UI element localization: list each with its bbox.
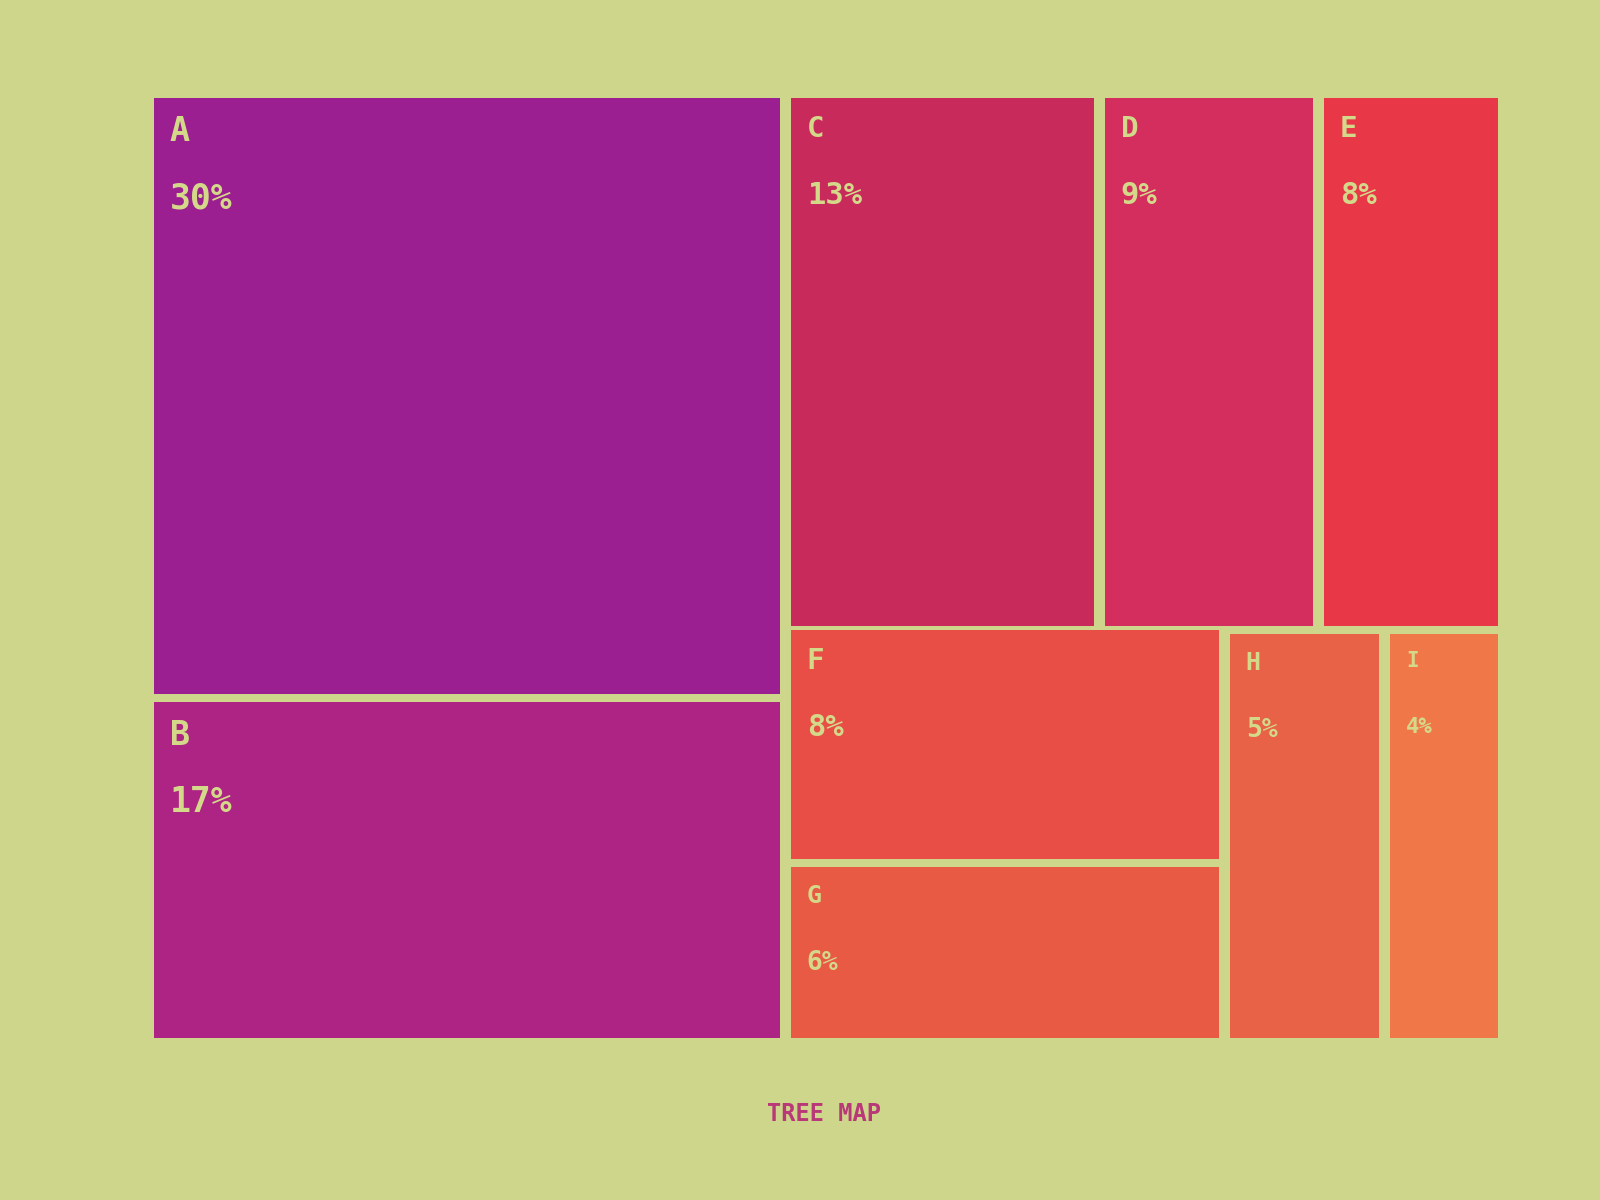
Text: 13%: 13% <box>806 181 862 210</box>
Text: I: I <box>1406 650 1419 671</box>
Text: A: A <box>170 115 190 149</box>
Bar <box>154 702 779 1038</box>
Bar <box>1230 634 1379 1038</box>
Bar <box>154 98 779 695</box>
Bar <box>790 98 1094 626</box>
Bar <box>1390 634 1502 1038</box>
Text: 9%: 9% <box>1122 181 1157 210</box>
Text: 5%: 5% <box>1246 716 1277 743</box>
Bar <box>1323 98 1502 626</box>
Bar <box>790 868 1219 1038</box>
Text: F: F <box>806 647 824 676</box>
Text: 30%: 30% <box>170 181 232 215</box>
Text: 8%: 8% <box>1339 181 1376 210</box>
Text: G: G <box>806 884 822 908</box>
Text: E: E <box>1339 115 1357 143</box>
Text: B: B <box>170 719 190 752</box>
Text: D: D <box>1122 115 1138 143</box>
Text: TREE MAP: TREE MAP <box>766 1102 882 1126</box>
Text: 4%: 4% <box>1406 716 1432 737</box>
Bar <box>790 630 1219 859</box>
Text: 6%: 6% <box>806 949 838 976</box>
Text: 17%: 17% <box>170 785 232 818</box>
Text: 8%: 8% <box>806 713 843 742</box>
Text: H: H <box>1246 650 1261 674</box>
Text: C: C <box>806 115 824 143</box>
Bar <box>1104 98 1314 626</box>
